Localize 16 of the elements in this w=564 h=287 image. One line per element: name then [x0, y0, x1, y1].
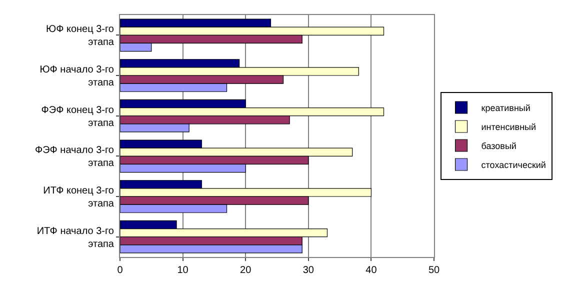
y-tick-label: ЮФ начало 3-го этапа [40, 64, 114, 88]
legend-label: креативный [481, 103, 530, 114]
y-tick-label: ИТФ начало 3-го этапа [36, 226, 114, 250]
x-tick-label: 10 [177, 265, 189, 276]
x-tick-label: 0 [117, 265, 124, 276]
x-tick-label: 50 [428, 265, 440, 276]
y-tick-label: ЮФ конец 3-го этапа [46, 24, 114, 48]
y-tick-label: ИТФ конец 3-го этапа [43, 186, 114, 210]
x-tick-label: 30 [302, 265, 314, 276]
y-tick-label: ФЭФ конец 3-го этапа [41, 104, 114, 129]
x-tick-label: 20 [240, 265, 252, 276]
x-tick-label: 40 [366, 265, 378, 276]
legend-label: интенсивный [481, 122, 536, 132]
y-tick-label: ФЭФ начало 3-го этапа [35, 145, 114, 170]
legend-label: базовый [481, 141, 516, 152]
legend-label: стохастический [481, 160, 546, 170]
